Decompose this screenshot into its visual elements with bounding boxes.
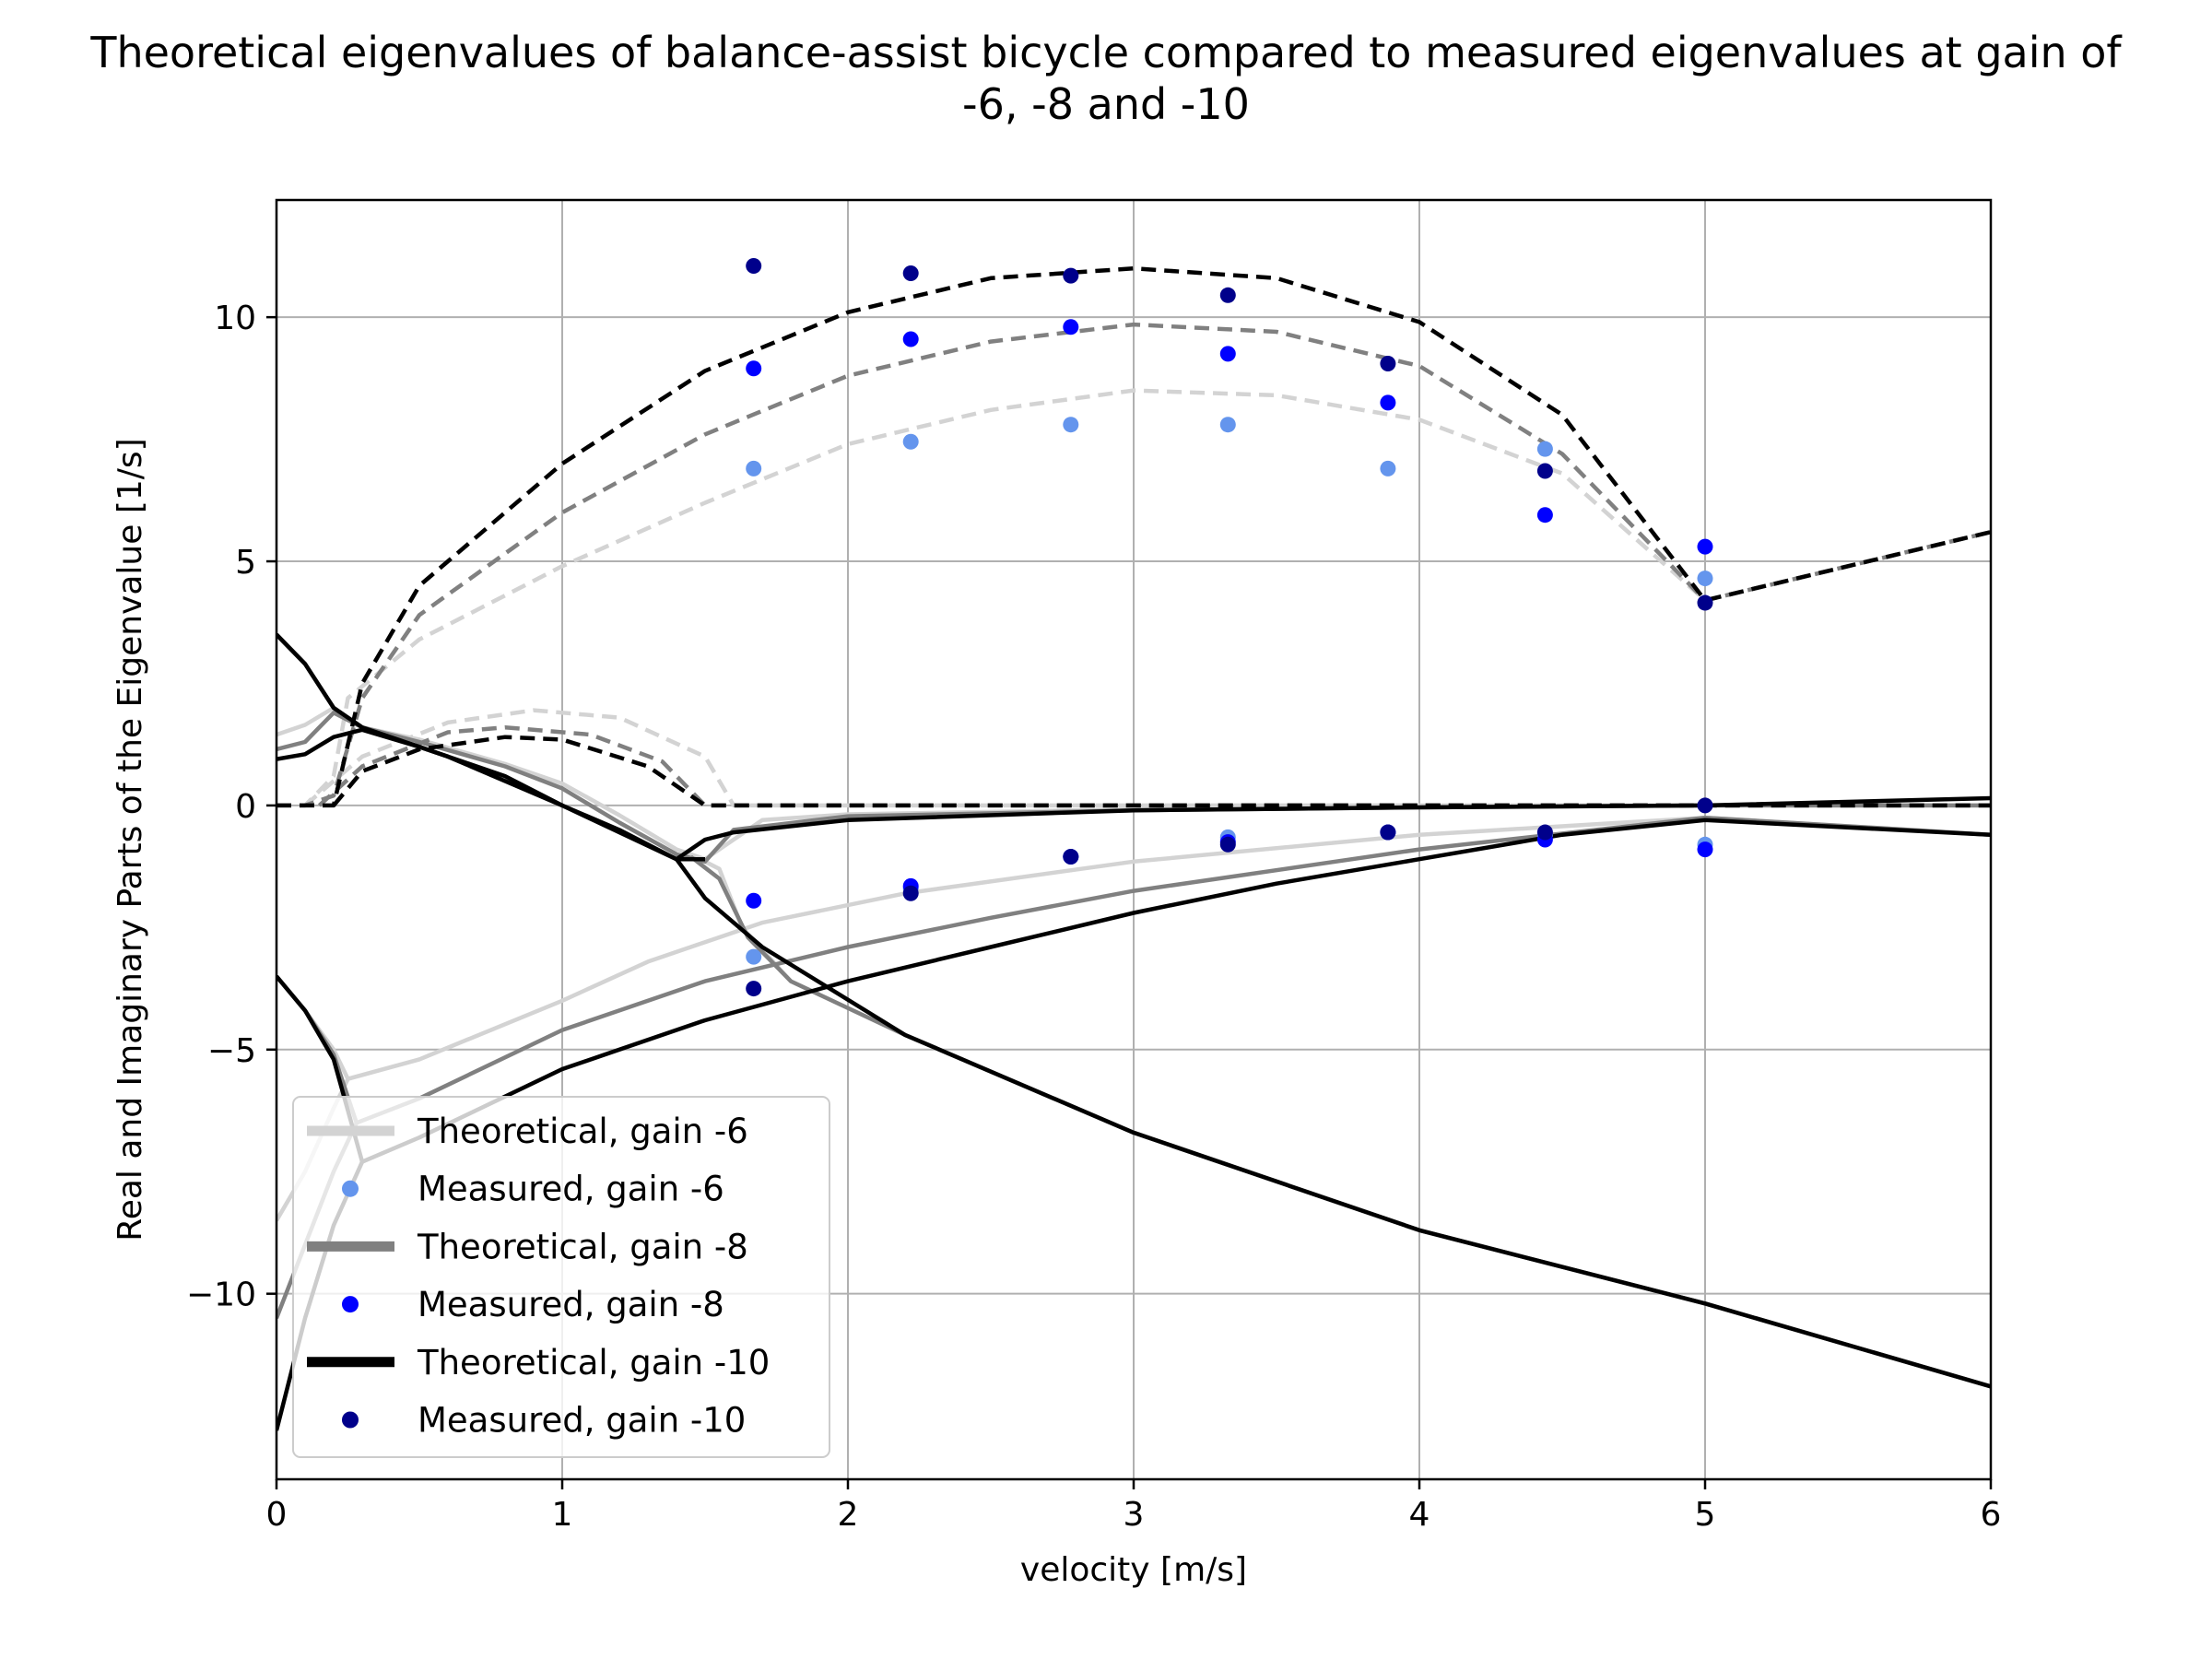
measured-point-gain6 — [1697, 571, 1713, 587]
real-part-line-gain10 — [675, 857, 1991, 1389]
chart-title-line-1: Theoretical eigenvalues of balance-assis… — [89, 28, 2123, 77]
measured-point-gain8 — [1219, 346, 1236, 362]
measured-point-gain6 — [1063, 417, 1079, 433]
measured-point-gain6 — [746, 948, 762, 965]
imag-part-line-gain6 — [276, 388, 1991, 808]
measured-point-gain8 — [1380, 394, 1396, 411]
real-part-line-gain10 — [276, 818, 1991, 1164]
measured-point-gain10 — [1697, 797, 1713, 814]
measured-point-gain6 — [902, 433, 919, 450]
x-tick-label: 4 — [1409, 1496, 1430, 1534]
measured-point-gain10 — [1219, 836, 1236, 853]
real-part-line-gain6 — [689, 852, 1991, 1389]
measured-point-gain10 — [902, 885, 919, 901]
y-tick-label: 0 — [235, 788, 256, 826]
y-tick-label: −5 — [207, 1032, 256, 1070]
x-tick-label: 1 — [552, 1496, 573, 1534]
measured-point-gain8 — [1697, 538, 1713, 555]
measured-point-gain10 — [902, 265, 919, 281]
y-tick-label: 5 — [235, 544, 256, 582]
real-part-line-gain8 — [276, 815, 1991, 1125]
measured-point-gain8 — [746, 360, 762, 377]
measured-point-gain6 — [746, 460, 762, 477]
imag-part-line-gain10 — [276, 265, 1991, 808]
measured-point-gain10 — [1536, 824, 1553, 841]
measured-point-gain10 — [1536, 463, 1553, 479]
measured-point-gain10 — [1380, 355, 1396, 371]
legend-label: Measured, gain -6 — [418, 1170, 724, 1209]
measured-point-gain8 — [1697, 841, 1713, 858]
x-tick-label: 0 — [266, 1496, 288, 1534]
measured-point-gain6 — [1536, 441, 1553, 457]
imag-part-line-gain6 — [303, 708, 1991, 808]
legend-label: Theoretical, gain -6 — [417, 1112, 748, 1151]
real-part-line-gain8 — [689, 854, 1991, 1389]
x-axis-label: velocity [m/s] — [1020, 1551, 1247, 1589]
legend-label: Theoretical, gain -10 — [417, 1343, 770, 1382]
legend-marker-swatch — [342, 1180, 359, 1197]
legend-label: Theoretical, gain -8 — [417, 1227, 748, 1266]
measured-point-gain10 — [1219, 287, 1236, 303]
measured-point-gain10 — [1063, 267, 1079, 284]
x-tick-label: 6 — [1981, 1496, 2002, 1534]
x-tick-label: 2 — [838, 1496, 859, 1534]
real-part-line-gain10 — [276, 632, 705, 862]
measured-point-gain6 — [1219, 417, 1236, 433]
y-tick-label: −10 — [186, 1277, 256, 1314]
measured-point-gain10 — [1697, 594, 1713, 611]
legend: Theoretical, gain -6 Measured, gain -6 The… — [292, 1096, 830, 1458]
y-axis-label: Real and Imaginary Parts of the Eigenval… — [112, 438, 149, 1241]
measured-point-gain6 — [1380, 460, 1396, 477]
x-tick-label: 3 — [1124, 1496, 1145, 1534]
measured-point-gain8 — [1536, 507, 1553, 524]
measured-point-gain8 — [746, 892, 762, 909]
measured-point-gain10 — [746, 258, 762, 275]
legend-label: Measured, gain -10 — [418, 1401, 746, 1441]
chart-title-line-2: -6, -8 and -10 — [962, 79, 1250, 129]
measured-point-gain8 — [902, 331, 919, 347]
measured-point-gain8 — [1063, 319, 1079, 335]
plot-data — [276, 258, 1991, 1431]
legend-label: Measured, gain -8 — [418, 1285, 724, 1324]
measured-point-gain10 — [1063, 849, 1079, 865]
imag-part-line-gain10 — [332, 735, 1991, 808]
legend-marker-swatch — [342, 1411, 359, 1429]
legend-marker-swatch — [342, 1296, 359, 1313]
legend-box — [292, 1096, 830, 1458]
y-tick-label: 10 — [214, 300, 256, 337]
measured-point-gain10 — [1380, 824, 1396, 841]
measured-point-gain10 — [746, 981, 762, 997]
x-tick-label: 5 — [1695, 1496, 1716, 1534]
real-part-line-gain6 — [276, 815, 1991, 1081]
